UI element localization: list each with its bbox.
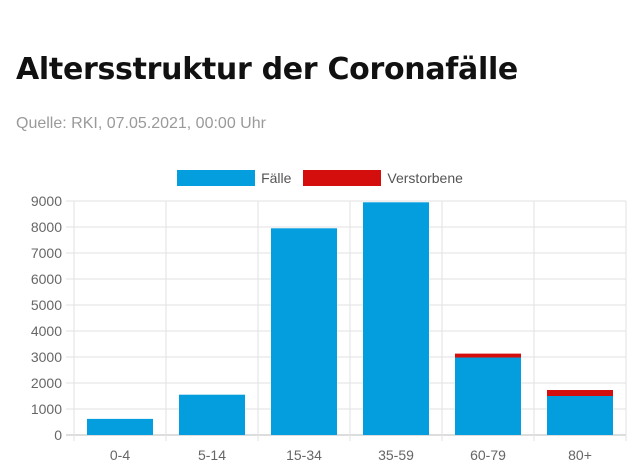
bar-faelle (455, 357, 521, 435)
legend-item-faelle[interactable]: Fälle (177, 170, 291, 186)
y-tick-label: 9000 (31, 193, 62, 209)
y-tick-label: 6000 (31, 271, 62, 287)
bar-faelle (547, 396, 613, 435)
x-tick-label: 80+ (568, 447, 592, 463)
legend-item-verstorbene[interactable]: Verstorbene (303, 170, 463, 186)
grid-lines (66, 200, 627, 441)
y-tick-label: 8000 (31, 219, 62, 235)
bar-faelle (271, 228, 337, 435)
bar-faelle (87, 418, 153, 435)
chart-legend: Fälle Verstorbene (0, 170, 640, 186)
y-tick-label: 7000 (31, 245, 62, 261)
y-tick-label: 4000 (31, 323, 62, 339)
x-axis-ticks: 0-4 5-14 15-34 35-59 60-79 80+ (110, 447, 592, 463)
bar-faelle (363, 202, 429, 435)
y-tick-label: 1000 (31, 401, 62, 417)
y-tick-label: 0 (54, 427, 62, 443)
bars (87, 202, 613, 435)
y-tick-label: 3000 (31, 349, 62, 365)
chart-title: Altersstruktur der Coronafälle (16, 52, 518, 87)
x-tick-label: 5-14 (198, 447, 226, 463)
y-tick-label: 2000 (31, 375, 62, 391)
y-axis-ticks: 0 1000 2000 3000 4000 5000 6000 7000 8000 9000 (31, 193, 62, 443)
legend-swatch-faelle (177, 170, 256, 186)
x-tick-label: 60-79 (470, 447, 506, 463)
x-tick-label: 0-4 (110, 447, 130, 463)
bar-faelle (179, 394, 245, 435)
legend-label-verstorbene: Verstorbene (387, 170, 463, 186)
legend-swatch-verstorbene (303, 170, 382, 186)
x-tick-label: 35-59 (378, 447, 414, 463)
legend-label-faelle: Fälle (261, 170, 292, 186)
bar-verstorbene (455, 353, 521, 358)
bar-verstorbene (547, 390, 613, 396)
y-tick-label: 5000 (31, 297, 62, 313)
chart-source: Quelle: RKI, 07.05.2021, 00:00 Uhr (16, 115, 266, 132)
x-tick-label: 15-34 (286, 447, 322, 463)
